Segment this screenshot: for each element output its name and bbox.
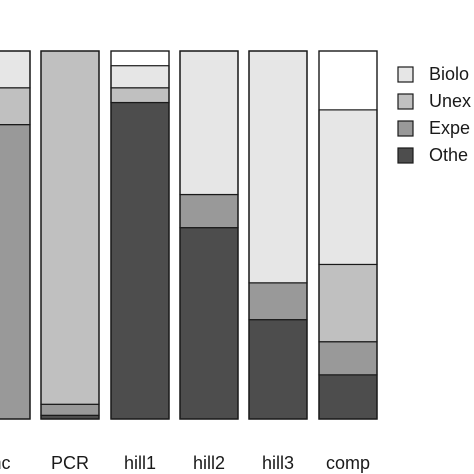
bar-segment-comp-biolo — [318, 109, 378, 266]
x-tick-label-PCR: PCR — [51, 453, 89, 473]
bar-segment-nc-biolo — [0, 50, 31, 89]
bar-segment-hill3-biolo — [248, 50, 308, 284]
bar-segment-hill1-othe — [110, 101, 170, 420]
x-tick-label-hill3: hill3 — [262, 453, 294, 473]
bar-segment-nc-expe — [0, 123, 31, 420]
legend-swatch-expe — [397, 120, 414, 137]
bar-outline-nc — [0, 50, 31, 420]
bar-segment-comp-unex — [318, 263, 378, 343]
bar-segment-nc-unex — [0, 87, 31, 126]
bar-outline-hill3 — [248, 50, 308, 420]
bar-segment-PCR-unex — [40, 50, 100, 405]
bar-segment-comp-expe — [318, 341, 378, 376]
legend-label-biolo: Biolo — [429, 64, 469, 84]
bar-segment-hill2-expe — [179, 193, 239, 229]
legend: Biolo Unex Expe Othe — [397, 64, 471, 165]
bar-segment-comp-othe — [318, 374, 378, 420]
bar-outline-hill1 — [110, 50, 170, 420]
bar-segment-hill2-othe — [179, 227, 239, 420]
x-tick-label-hill1: hill1 — [124, 453, 156, 473]
x-tick-label-comp: comp — [326, 453, 370, 473]
bar-segment-hill1-unex — [110, 87, 170, 104]
x-tick-labels: nc PCR hill1 hill2 hill3 comp — [0, 453, 370, 473]
legend-swatch-unex — [397, 93, 414, 110]
x-tick-label-nc: nc — [0, 453, 11, 473]
legend-label-othe: Othe — [429, 145, 468, 165]
bar-outline-PCR — [40, 50, 100, 420]
bar-segment-hill3-othe — [248, 319, 308, 420]
bars-group — [0, 50, 378, 420]
bar-segment-hill3-expe — [248, 282, 308, 321]
legend-swatch-othe — [397, 147, 414, 164]
bar-segment-PCR-expe — [40, 403, 100, 416]
legend-swatch-biolo — [397, 66, 414, 83]
bar-segment-hill1-biolo — [110, 65, 170, 89]
bar-outline-hill2 — [179, 50, 239, 420]
x-tick-label-hill2: hill2 — [193, 453, 225, 473]
legend-label-unex: Unex — [429, 91, 471, 111]
bar-outline-comp — [318, 50, 378, 420]
legend-label-expe: Expe — [429, 118, 470, 138]
bar-segment-hill2-biolo — [179, 50, 239, 196]
